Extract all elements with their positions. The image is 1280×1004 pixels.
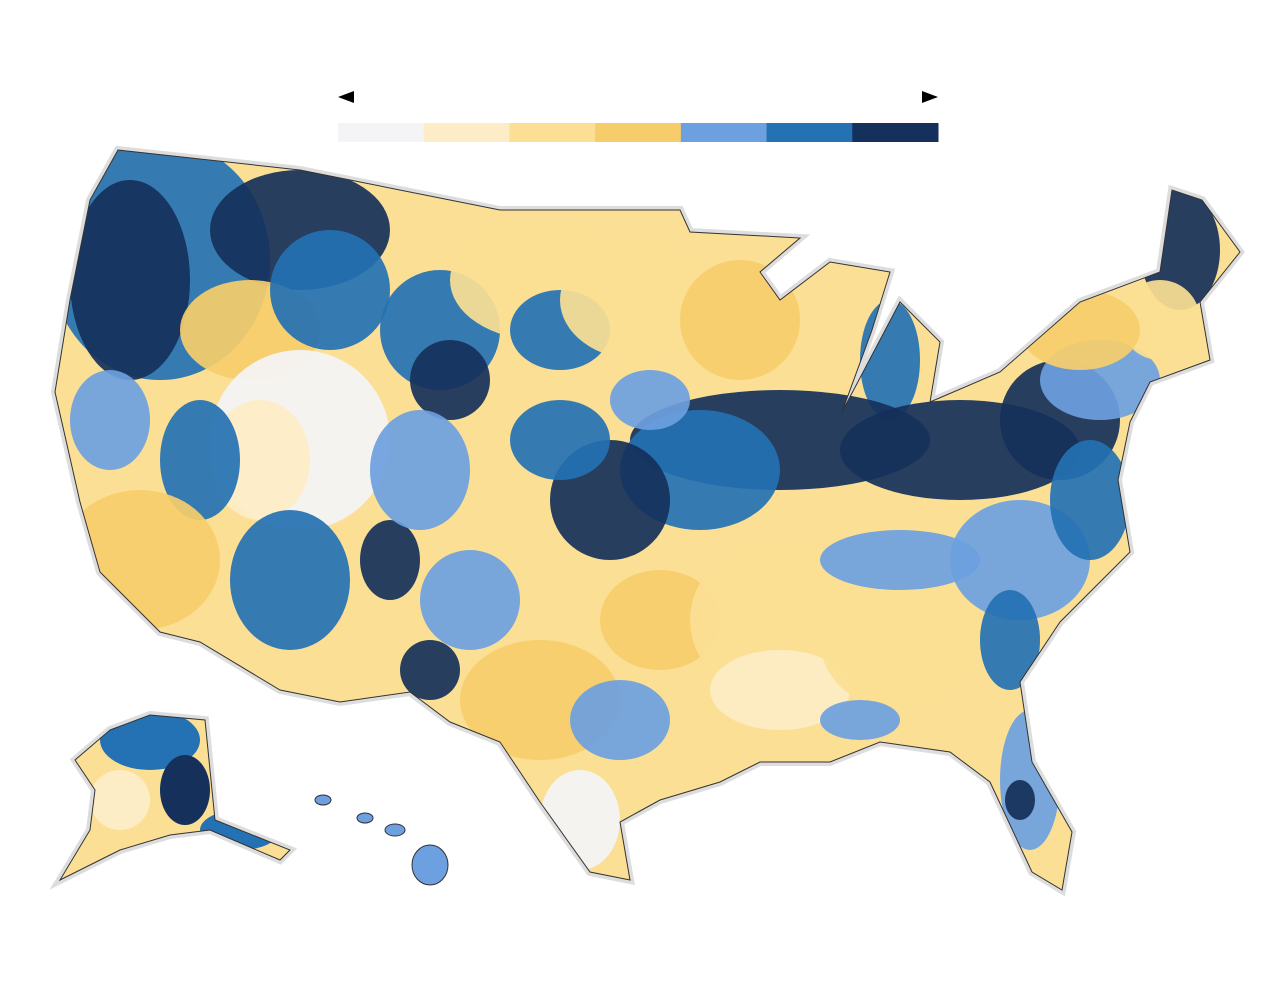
legend-arrow-right bbox=[922, 91, 938, 103]
alaska bbox=[60, 715, 290, 880]
region bbox=[680, 260, 800, 380]
region bbox=[70, 370, 150, 470]
region bbox=[230, 510, 350, 650]
region bbox=[710, 650, 850, 730]
region bbox=[820, 530, 980, 590]
region bbox=[570, 680, 670, 760]
legend-swatch bbox=[852, 123, 939, 142]
legend-swatch bbox=[338, 123, 425, 142]
region bbox=[610, 370, 690, 430]
hawaii bbox=[314, 794, 449, 886]
region bbox=[510, 400, 610, 480]
region bbox=[600, 570, 720, 670]
legend-swatch bbox=[423, 123, 510, 142]
region bbox=[370, 410, 470, 530]
region bbox=[60, 490, 220, 630]
legend-swatch bbox=[766, 123, 853, 142]
island bbox=[314, 794, 332, 806]
region bbox=[820, 700, 900, 740]
legend-arrow-left bbox=[338, 91, 354, 103]
island bbox=[356, 812, 374, 824]
island bbox=[411, 844, 449, 886]
region bbox=[1120, 280, 1200, 360]
region bbox=[1050, 440, 1130, 560]
region bbox=[820, 570, 980, 710]
legend bbox=[338, 123, 939, 142]
region bbox=[70, 180, 190, 380]
region bbox=[160, 400, 240, 520]
region bbox=[90, 770, 150, 830]
island bbox=[384, 823, 406, 837]
region bbox=[210, 400, 310, 520]
region bbox=[400, 640, 460, 700]
region bbox=[100, 715, 200, 770]
region bbox=[1005, 780, 1035, 820]
region bbox=[420, 550, 520, 650]
region bbox=[560, 240, 720, 360]
legend-swatch bbox=[595, 123, 682, 142]
region bbox=[410, 340, 490, 420]
legend-swatch bbox=[680, 123, 768, 142]
region bbox=[360, 520, 420, 600]
region bbox=[980, 590, 1040, 690]
region bbox=[270, 230, 390, 350]
legend-swatch bbox=[509, 123, 596, 142]
region bbox=[160, 755, 210, 825]
region bbox=[950, 500, 1090, 620]
